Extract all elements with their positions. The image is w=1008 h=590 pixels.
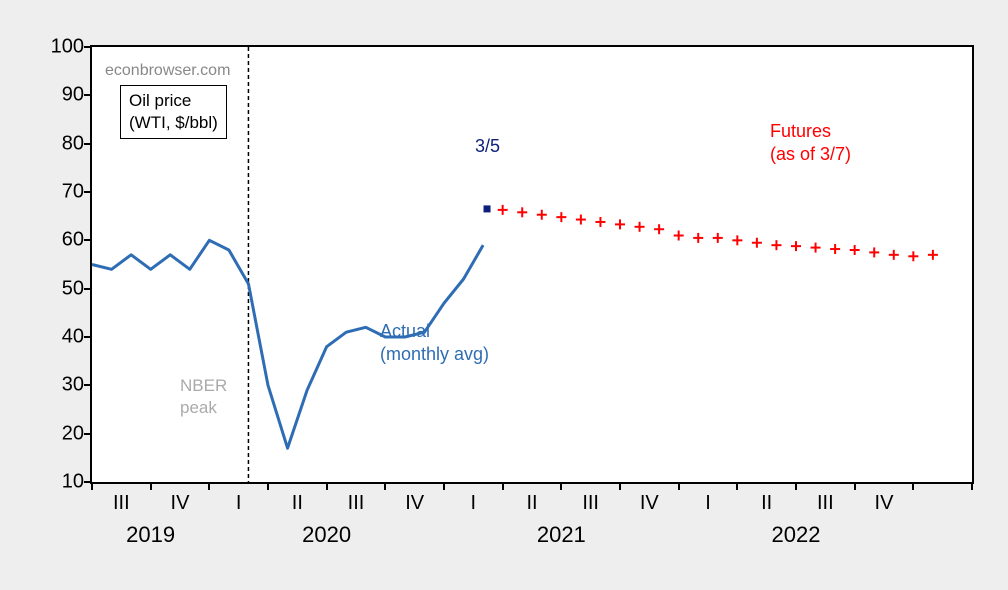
y-tick-label: 40 xyxy=(62,326,84,349)
x-quarter-label: IV xyxy=(171,492,190,515)
x-tick xyxy=(267,482,269,490)
y-tick-label: 20 xyxy=(62,422,84,445)
x-year-label: 2022 xyxy=(772,522,821,548)
futures-marker xyxy=(811,243,821,253)
x-tick xyxy=(854,482,856,490)
title-line2: (WTI, $/bbl) xyxy=(129,112,218,134)
futures-series-label: Futures (as of 3/7) xyxy=(770,120,851,167)
y-tick xyxy=(84,239,92,241)
x-quarter-label: I xyxy=(471,492,477,515)
futures-marker xyxy=(869,247,879,257)
y-tick-label: 70 xyxy=(62,181,84,204)
title-line1: Oil price xyxy=(129,90,218,112)
futures-line2: (as of 3/7) xyxy=(770,143,851,166)
futures-marker xyxy=(850,245,860,255)
y-tick xyxy=(84,191,92,193)
x-tick xyxy=(502,482,504,490)
x-quarter-label: IV xyxy=(640,492,659,515)
futures-marker xyxy=(498,205,508,215)
futures-marker xyxy=(752,238,762,248)
actual-line1: Actual xyxy=(380,320,489,343)
futures-marker xyxy=(908,251,918,261)
x-quarter-label: III xyxy=(817,492,834,515)
futures-marker xyxy=(830,244,840,254)
y-tick-label: 60 xyxy=(62,229,84,252)
chart-container: 102030405060708090100IIIIVIIIIIIIVIIIIII… xyxy=(0,0,1008,590)
y-tick-label: 10 xyxy=(62,471,84,494)
x-quarter-label: III xyxy=(348,492,365,515)
x-quarter-label: I xyxy=(705,492,711,515)
y-tick xyxy=(84,46,92,48)
title-box: Oil price (WTI, $/bbl) xyxy=(120,85,227,139)
actual-line2: (monthly avg) xyxy=(380,343,489,366)
x-tick xyxy=(795,482,797,490)
x-tick xyxy=(678,482,680,490)
futures-marker xyxy=(713,233,723,243)
futures-marker xyxy=(537,210,547,220)
futures-marker xyxy=(928,250,938,260)
futures-marker xyxy=(791,241,801,251)
y-tick-label: 30 xyxy=(62,374,84,397)
x-quarter-label: IV xyxy=(405,492,424,515)
x-tick xyxy=(736,482,738,490)
spot-price-marker xyxy=(484,205,491,212)
x-quarter-label: III xyxy=(582,492,599,515)
actual-series-label: Actual (monthly avg) xyxy=(380,320,489,367)
x-tick xyxy=(326,482,328,490)
futures-line1: Futures xyxy=(770,120,851,143)
futures-marker xyxy=(595,217,605,227)
x-year-label: 2019 xyxy=(126,522,175,548)
x-tick xyxy=(912,482,914,490)
x-quarter-label: I xyxy=(236,492,242,515)
x-tick xyxy=(560,482,562,490)
futures-marker xyxy=(771,240,781,250)
nber-line1: NBER xyxy=(180,375,227,397)
x-tick xyxy=(91,482,93,490)
x-tick xyxy=(443,482,445,490)
y-tick xyxy=(84,94,92,96)
x-tick xyxy=(619,482,621,490)
futures-marker xyxy=(889,250,899,260)
nber-line2: peak xyxy=(180,397,227,419)
futures-marker xyxy=(654,224,664,234)
x-tick xyxy=(208,482,210,490)
source-watermark: econbrowser.com xyxy=(105,62,230,80)
futures-marker xyxy=(635,222,645,232)
futures-marker xyxy=(732,235,742,245)
x-quarter-label: II xyxy=(292,492,303,515)
futures-marker xyxy=(674,231,684,241)
y-tick xyxy=(84,433,92,435)
x-quarter-label: II xyxy=(526,492,537,515)
y-tick xyxy=(84,336,92,338)
y-tick-label: 50 xyxy=(62,277,84,300)
x-tick xyxy=(150,482,152,490)
y-tick xyxy=(84,143,92,145)
x-quarter-label: IV xyxy=(875,492,894,515)
y-tick xyxy=(84,288,92,290)
y-tick-label: 90 xyxy=(62,84,84,107)
x-year-label: 2021 xyxy=(537,522,586,548)
futures-marker xyxy=(693,233,703,243)
x-year-label: 2020 xyxy=(302,522,351,548)
futures-marker xyxy=(517,207,527,217)
x-quarter-label: II xyxy=(761,492,772,515)
futures-marker xyxy=(556,212,566,222)
futures-marker xyxy=(576,215,586,225)
y-tick-label: 80 xyxy=(62,132,84,155)
x-quarter-label: III xyxy=(113,492,130,515)
x-tick xyxy=(384,482,386,490)
futures-marker xyxy=(615,219,625,229)
nber-peak-label: NBER peak xyxy=(180,375,227,419)
x-tick xyxy=(971,482,973,490)
spot-price-label: 3/5 xyxy=(475,135,500,158)
y-tick-label: 100 xyxy=(51,36,84,59)
y-tick xyxy=(84,384,92,386)
